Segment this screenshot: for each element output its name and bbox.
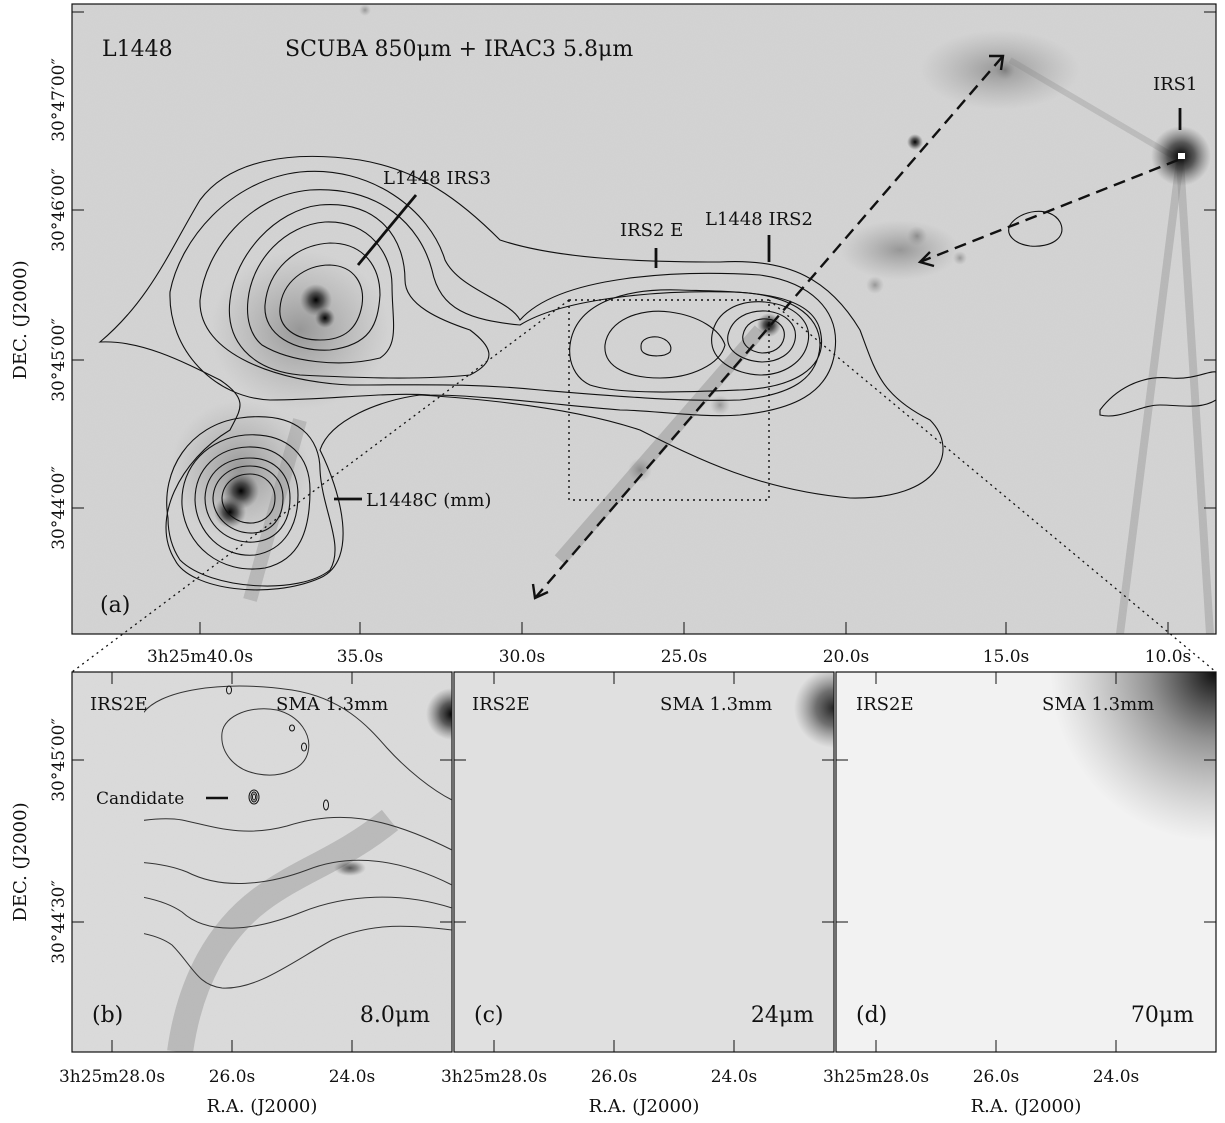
panel-c-title-right: SMA 1.3mm xyxy=(660,694,772,715)
panel-a-image xyxy=(72,4,1216,634)
small-ra-tick-label: 24.0s xyxy=(1093,1067,1140,1087)
candidate-label: Candidate xyxy=(96,789,184,809)
label-l1448c: L1448C (mm) xyxy=(366,490,491,511)
small-panel-ticks xyxy=(72,672,452,1052)
panel-c-title-left: IRS2E xyxy=(472,694,530,715)
small-ra-tick-label: 3h25m28.0s xyxy=(441,1067,547,1087)
panel-a: L1448 SCUBA 850μm + IRAC3 5.8μm L1448 IR… xyxy=(10,3,1217,673)
panel-c-wavelength: 24μm xyxy=(751,1003,814,1028)
dec-tick-label: 30°46′00″ xyxy=(49,168,69,252)
small-ra-tick-label: 26.0s xyxy=(209,1067,256,1087)
small-ra-tick-label: 26.0s xyxy=(591,1067,638,1087)
small-ra-tick-label: 24.0s xyxy=(711,1067,758,1087)
contour-line xyxy=(221,708,310,776)
panel-b-label: (b) xyxy=(92,1003,123,1028)
contour-line xyxy=(144,859,453,886)
ra-tick-label: 15.0s xyxy=(983,647,1030,667)
label-irs2e: IRS2 E xyxy=(620,220,683,241)
dec-tick-label: 30°44′00″ xyxy=(49,466,69,550)
ra-tick-label: 20.0s xyxy=(823,647,870,667)
dec-tick-label: 30°47′00″ xyxy=(49,58,69,142)
small-panel-ticks xyxy=(836,672,1216,1052)
contour-line xyxy=(144,816,453,851)
sma-contour xyxy=(250,791,258,803)
panel-a-ylabel: DEC. (J2000) xyxy=(10,260,31,379)
sma-contour xyxy=(289,724,295,732)
ra-tick-label: 25.0s xyxy=(661,647,708,667)
xlabel: R.A. (J2000) xyxy=(207,1096,318,1117)
small-ra-tick-label: 3h25m28.0s xyxy=(823,1067,929,1087)
panel-d-wavelength: 70μm xyxy=(1131,1003,1194,1028)
ra-tick-label: 30.0s xyxy=(499,647,546,667)
panel-a-label: (a) xyxy=(100,593,130,618)
ra-tick-label: 10.0s xyxy=(1145,647,1192,667)
sma-contour xyxy=(252,793,256,801)
small-ra-tick-label: 26.0s xyxy=(973,1067,1020,1087)
small-panel-axes xyxy=(72,672,1216,1052)
sma-contour xyxy=(301,742,307,752)
panel-a-title-left: L1448 xyxy=(102,37,173,62)
small-ra-tick-label: 24.0s xyxy=(329,1067,376,1087)
panel-d-label: (d) xyxy=(856,1003,887,1028)
small-dec-tick-label: 30°45′00″ xyxy=(49,718,69,802)
panel-a-dec-ticks xyxy=(72,11,1216,509)
xlabel: R.A. (J2000) xyxy=(971,1096,1082,1117)
panel-c xyxy=(453,671,835,1053)
sma-contour xyxy=(323,799,329,811)
ra-tick-label: 35.0s xyxy=(337,647,384,667)
panel-b xyxy=(71,671,453,1053)
small-dec-tick-label: 30°44′30″ xyxy=(49,880,69,964)
small-ylabel: DEC. (J2000) xyxy=(10,802,31,921)
zoom-box xyxy=(568,299,770,501)
panel-a-title-right: SCUBA 850μm + IRAC3 5.8μm xyxy=(285,37,633,62)
dec-tick-label: 30°45′00″ xyxy=(49,318,69,402)
scuba-contours xyxy=(98,155,1216,591)
panel-d-title-right: SMA 1.3mm xyxy=(1042,694,1154,715)
xlabel: R.A. (J2000) xyxy=(589,1096,700,1117)
sma-contour xyxy=(226,685,232,695)
label-l1448-irs2: L1448 IRS2 xyxy=(705,209,813,230)
label-l1448-irs3: L1448 IRS3 xyxy=(383,168,491,189)
sma-contour xyxy=(248,789,260,805)
label-irs1: IRS1 xyxy=(1153,74,1197,95)
panel-d-title-left: IRS2E xyxy=(856,694,914,715)
small-panel-ticks xyxy=(454,672,834,1052)
ra-tick-label: 3h25m40.0s xyxy=(147,647,253,667)
contour-line xyxy=(144,896,453,929)
panel-b-title-left: IRS2E xyxy=(90,694,148,715)
small-contour-set xyxy=(144,685,453,989)
panel-b-wavelength: 8.0μm xyxy=(360,1003,430,1028)
small-ra-tick-label: 3h25m28.0s xyxy=(59,1067,165,1087)
contour-line xyxy=(144,685,453,801)
panel-c-label: (c) xyxy=(474,1003,504,1028)
small-panel-contours xyxy=(144,685,453,989)
outflow-arrows xyxy=(534,55,1179,599)
contour-line xyxy=(144,925,453,989)
panel-a-ra-ticks xyxy=(199,622,1169,634)
panel-b-title-right: SMA 1.3mm xyxy=(276,694,388,715)
panel-d xyxy=(835,671,1217,1053)
